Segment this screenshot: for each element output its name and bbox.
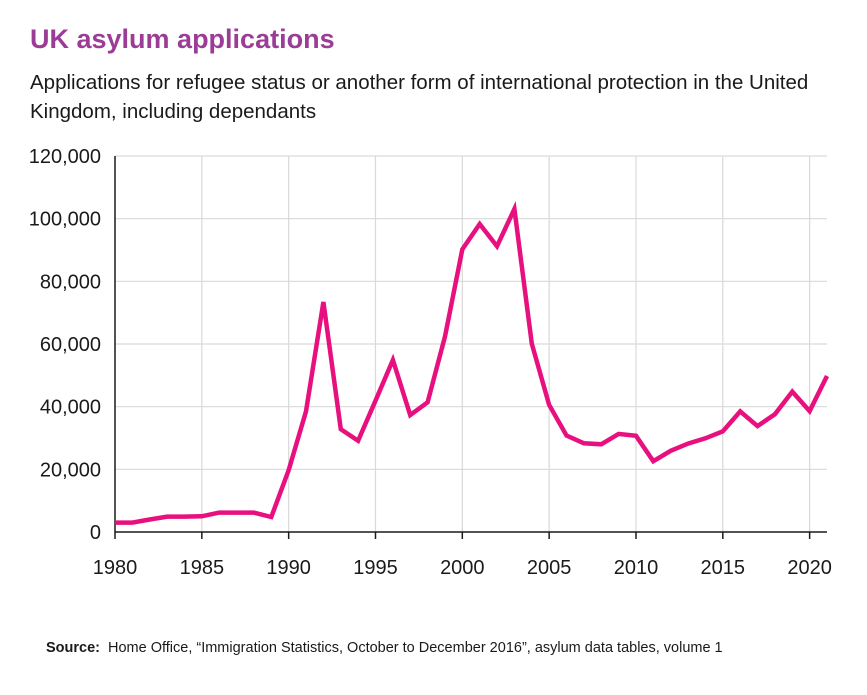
y-tick-label: 100,000 (29, 209, 101, 231)
x-tick-label: 2020 (787, 557, 832, 579)
x-tick-label: 2005 (527, 557, 572, 579)
y-tick-label: 120,000 (29, 146, 101, 168)
source-label: Source: (46, 640, 100, 656)
chart-subtitle: Applications for refugee status or anoth… (30, 71, 809, 123)
x-tick-label: 1980 (93, 557, 138, 579)
source-note: Source: Home Office, “Immigration Statist… (46, 640, 723, 656)
x-tick-label: 2010 (614, 557, 659, 579)
y-tick-label: 0 (90, 522, 101, 544)
y-tick-label: 80,000 (40, 271, 101, 293)
y-tick-label: 20,000 (40, 459, 101, 481)
x-tick-label: 1995 (353, 557, 398, 579)
y-tick-label: 40,000 (40, 397, 101, 419)
x-tick-label: 1985 (180, 557, 225, 579)
x-tick-label: 2015 (701, 557, 746, 579)
line-chart: 0 20,000 40,000 60,000 80,000 100,000 120,000 1… (29, 146, 832, 579)
series-line (115, 201, 830, 525)
x-tick-label: 1990 (266, 557, 311, 579)
chart-title: UK asylum applications (30, 24, 335, 54)
x-tick-label: 2000 (440, 557, 485, 579)
y-tick-label: 60,000 (40, 334, 101, 356)
source-text: Home Office, “Immigration Statistics, Oc… (108, 640, 723, 656)
